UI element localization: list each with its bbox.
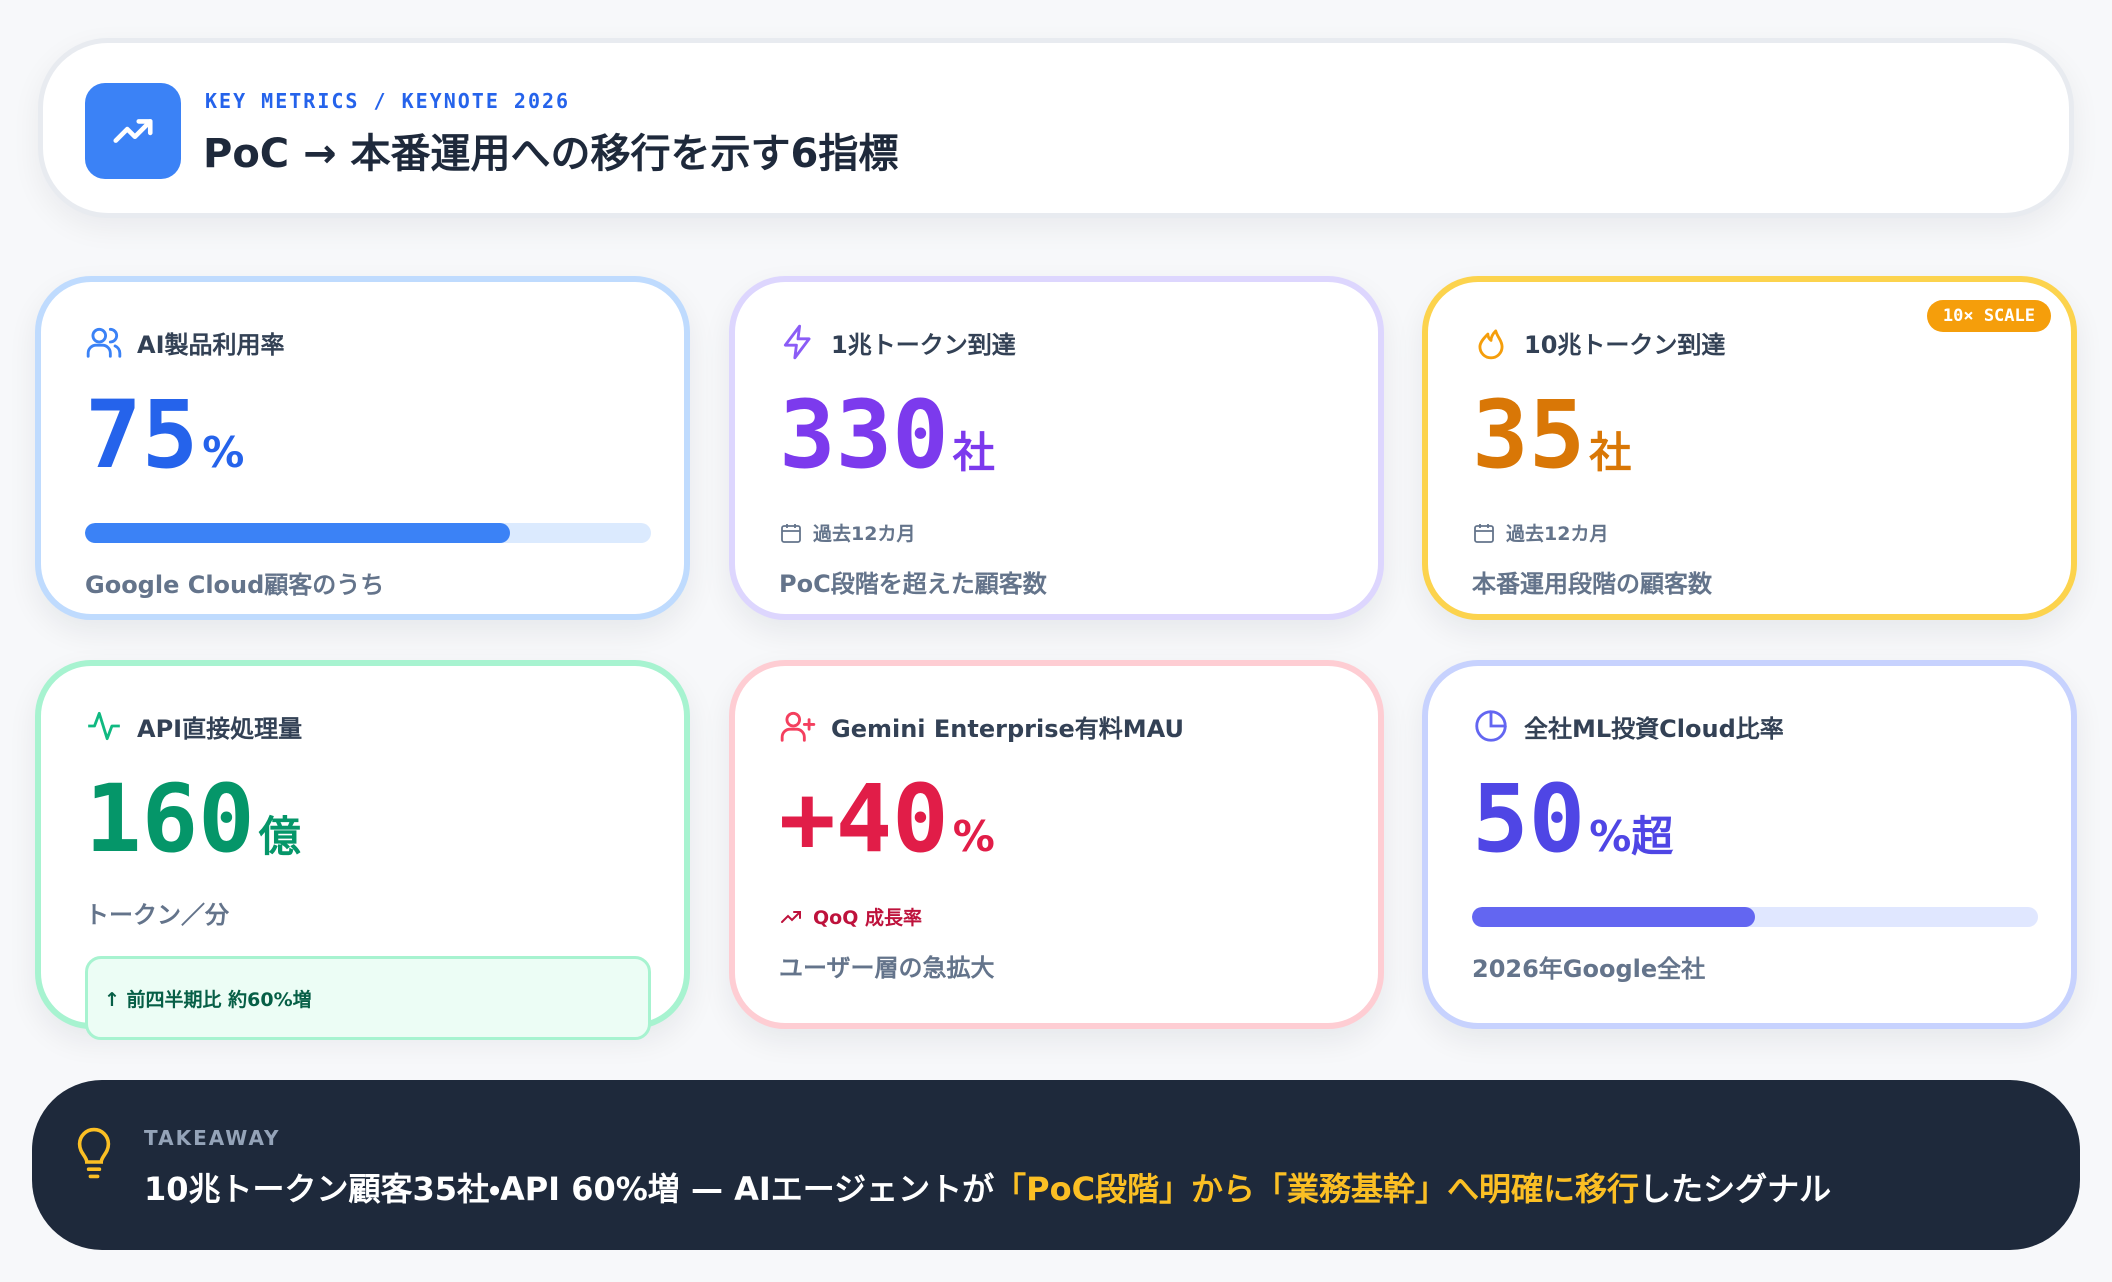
header-card: KEY METRICS / KEYNOTE 2026 PoC → 本番運用への移… <box>38 38 2074 218</box>
takeaway-label: TAKEAWAY <box>144 1126 281 1150</box>
progress-fill <box>85 523 510 543</box>
caption: Google Cloud顧客のうち <box>85 571 385 599</box>
caption: 2026年Google全社 <box>1472 955 1706 983</box>
label-text: 全社ML投資Cloud比率 <box>1524 714 1784 743</box>
title: PoC → 本番運用への移行を示す6指標 <box>203 131 899 177</box>
card-label: Gemini Enterprise有料MAU <box>779 706 1334 746</box>
value: 75 <box>85 381 199 490</box>
progress-track <box>85 523 651 543</box>
header-icon <box>85 83 181 179</box>
label-text: 10兆トークン到達 <box>1524 330 1726 359</box>
card-label: API直接処理量 <box>85 706 640 746</box>
period-text: 過去12カ月 <box>1506 523 1609 545</box>
value: +40 <box>779 765 949 874</box>
unit: % <box>202 428 245 477</box>
unit: 億 <box>258 812 301 861</box>
note: ↑ 前四半期比 約60%増 <box>85 956 651 1040</box>
period: 過去12カ月 <box>1472 519 2027 546</box>
label-text: AI製品利用率 <box>137 330 285 359</box>
label-text: 1兆トークン到達 <box>831 330 1016 359</box>
period-text: 過去12カ月 <box>813 523 916 545</box>
text-part: 10兆トークン顧客35社・API 60%増 — AIエージェントが <box>144 1170 995 1208</box>
metric: 330 社 <box>779 386 1334 503</box>
metric: 75% <box>85 386 640 503</box>
eyebrow: KEY METRICS / KEYNOTE 2026 <box>205 89 571 113</box>
card-label: 1兆トークン到達 <box>779 322 1334 362</box>
period: 過去12カ月 <box>779 519 1334 546</box>
metric: 35 社 <box>1472 386 2027 503</box>
unit: % <box>952 812 995 861</box>
metric-card: API直接処理量 160 億 トークン／分 ↑ 前四半期比 約60%増 <box>35 660 690 1040</box>
metric-card: 10× SCALE 10兆トークン到達 35 社 過去12カ月 本番運用段階の顧客… <box>1422 276 2077 620</box>
value: 50 <box>1472 765 1586 874</box>
metric: +40% <box>779 770 1334 887</box>
label-text: Gemini Enterprise有料MAU <box>831 714 1184 743</box>
growth-text: QoQ 成長率 <box>813 907 922 929</box>
card-label: AI製品利用率 <box>85 322 640 362</box>
card-label: 全社ML投資Cloud比率 <box>1472 706 2027 746</box>
card-label: 10兆トークン到達 <box>1472 322 2027 362</box>
caption: PoC段階を超えた顧客数 <box>779 570 1047 598</box>
bulb-icon <box>77 1127 111 1179</box>
value: 330 <box>779 381 949 490</box>
takeaway: TAKEAWAY 10兆トークン顧客35社・API 60%増 — AIエージェン… <box>32 1080 2080 1250</box>
growth: QoQ 成長率 <box>779 903 1334 930</box>
metric-card: 全社ML投資Cloud比率 50 %超 2026年Google全社 <box>1422 660 2077 1029</box>
subunit: トークン／分 <box>85 901 229 929</box>
metric: 160 億 <box>85 770 640 887</box>
unit: 社 <box>1589 428 1632 477</box>
metric: 50 %超 <box>1472 770 2027 887</box>
takeaway-text: 10兆トークン顧客35社・API 60%増 — AIエージェントが「PoC段階」… <box>144 1164 1831 1210</box>
text-part: したシグナル <box>1639 1170 1832 1208</box>
caption: 本番運用段階の顧客数 <box>1472 570 1712 598</box>
unit: %超 <box>1589 812 1674 861</box>
value: 160 <box>85 765 255 874</box>
progress-track <box>1472 907 2038 927</box>
progress-fill <box>1472 907 1755 927</box>
label-text: API直接処理量 <box>137 714 303 743</box>
unit: 社 <box>952 428 995 477</box>
badge: 10× SCALE <box>1926 300 2051 332</box>
metric-card: Gemini Enterprise有料MAU +40% QoQ 成長率 ユーザー… <box>729 660 1384 1029</box>
metric-card: AI製品利用率 75% Google Cloud顧客のうち <box>35 276 690 620</box>
text-highlight: 「PoC段階」から「業務基幹」へ明確に移行 <box>994 1170 1640 1208</box>
caption: ユーザー層の急拡大 <box>779 954 995 982</box>
value: 35 <box>1472 381 1586 490</box>
metric-card: 1兆トークン到達 330 社 過去12カ月 PoC段階を超えた顧客数 <box>729 276 1384 620</box>
